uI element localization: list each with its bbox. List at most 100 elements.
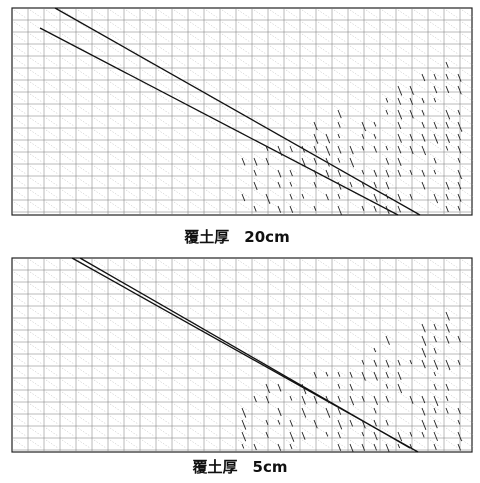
mesh-diagonal (222, 34, 234, 42)
mesh-diagonal (318, 260, 330, 268)
mesh-diagonal (382, 142, 394, 150)
mesh-diagonal (94, 154, 106, 162)
mesh-diagonal (446, 428, 458, 436)
mesh-diagonal (206, 142, 218, 150)
mesh-diagonal (430, 416, 442, 424)
figure: 覆土厚 20cm 覆土厚 5cm (0, 0, 480, 483)
displacement-arrow (350, 396, 354, 405)
mesh-diagonal (286, 344, 298, 352)
displacement-arrow (290, 170, 292, 176)
mesh-diagonal (222, 166, 234, 174)
mesh-diagonal (350, 130, 362, 138)
mesh-diagonal (430, 284, 442, 292)
mesh-diagonal (222, 106, 234, 114)
displacement-arrow (374, 444, 377, 450)
displacement-arrow (422, 348, 426, 357)
displacement-arrow (326, 194, 328, 200)
mesh-diagonal (142, 272, 154, 280)
mesh-diagonal (158, 344, 170, 352)
mesh-diagonal (270, 344, 282, 352)
mesh-diagonal (94, 440, 106, 448)
mesh-diagonal (190, 416, 202, 424)
mesh-diagonal (286, 118, 298, 126)
mesh-diagonal (414, 154, 426, 162)
mesh-diagonal (430, 356, 442, 364)
mesh-diagonal (302, 178, 314, 186)
displacement-arrow (386, 444, 389, 452)
mesh-diagonal (110, 344, 122, 352)
mesh-diagonal (414, 416, 426, 424)
mesh-diagonal (382, 118, 394, 126)
mesh-diagonal (254, 10, 266, 18)
mesh-diagonal (222, 272, 234, 280)
displacement-arrow (338, 146, 341, 154)
displacement-arrow (314, 122, 317, 130)
mesh-diagonal (302, 154, 314, 162)
mesh-diagonal (126, 10, 138, 18)
mesh-diagonal (206, 404, 218, 412)
mesh-diagonal (334, 440, 346, 448)
mesh-diagonal (62, 296, 74, 304)
mesh-diagonal (206, 130, 218, 138)
mesh-diagonal (14, 308, 26, 316)
mesh-diagonal (14, 190, 26, 198)
mesh-diagonal (398, 82, 410, 90)
displacement-arrow (434, 444, 436, 450)
mesh-diagonal (350, 154, 362, 162)
mesh-diagonal (126, 142, 138, 150)
mesh-diagonal (222, 46, 234, 54)
displacement-arrow (422, 110, 424, 115)
displacement-arrow (242, 444, 244, 449)
mesh-diagonal (382, 440, 394, 448)
mesh-diagonal (414, 58, 426, 66)
displacement-arrow (398, 86, 402, 95)
displacement-arrow (254, 396, 256, 402)
mesh-diagonal (350, 440, 362, 448)
mesh-diagonal (366, 272, 378, 280)
mesh-diagonal (382, 178, 394, 186)
mesh-diagonal (94, 308, 106, 316)
displacement-arrow (398, 372, 401, 380)
mesh-diagonal (110, 190, 122, 198)
mesh-diagonal (78, 332, 90, 340)
mesh-diagonal (206, 272, 218, 280)
mesh-diagonal (366, 380, 378, 388)
mesh-diagonal (14, 332, 26, 340)
mesh-diagonal (190, 332, 202, 340)
mesh-diagonal (318, 202, 330, 210)
mesh-diagonal (174, 404, 186, 412)
mesh-diagonal (94, 332, 106, 340)
mesh-diagonal (222, 142, 234, 150)
displacement-arrow (290, 194, 292, 199)
mesh-diagonal (270, 440, 282, 448)
mesh-diagonal (78, 190, 90, 198)
mesh-diagonal (366, 82, 378, 90)
mesh-diagonal (78, 130, 90, 138)
mesh-diagonal (158, 284, 170, 292)
mesh-diagonal (158, 320, 170, 328)
mesh-diagonal (398, 178, 410, 186)
mesh-diagonal (446, 392, 458, 400)
displacement-arrow (422, 336, 426, 346)
caption: 覆土厚 5cm (193, 458, 288, 476)
mesh-diagonal (46, 118, 58, 126)
mesh-diagonal (446, 106, 458, 114)
mesh-diagonal (286, 296, 298, 304)
mesh-diagonal (414, 166, 426, 174)
mesh-diagonal (62, 380, 74, 388)
displacement-arrow (362, 360, 364, 365)
mesh-diagonal (430, 272, 442, 280)
mesh-diagonal (30, 272, 42, 280)
mesh-diagonal (126, 440, 138, 448)
mesh-diagonal (382, 106, 394, 114)
mesh-diagonal (334, 22, 346, 30)
mesh-diagonal (414, 332, 426, 340)
displacement-arrow (398, 206, 401, 212)
mesh-diagonal (270, 22, 282, 30)
mesh-diagonal (414, 70, 426, 78)
mesh-diagonal (334, 70, 346, 78)
mesh-diagonal (286, 202, 298, 210)
mesh-diagonal (334, 416, 346, 424)
displacement-arrow (386, 98, 388, 102)
mesh-diagonal (222, 118, 234, 126)
